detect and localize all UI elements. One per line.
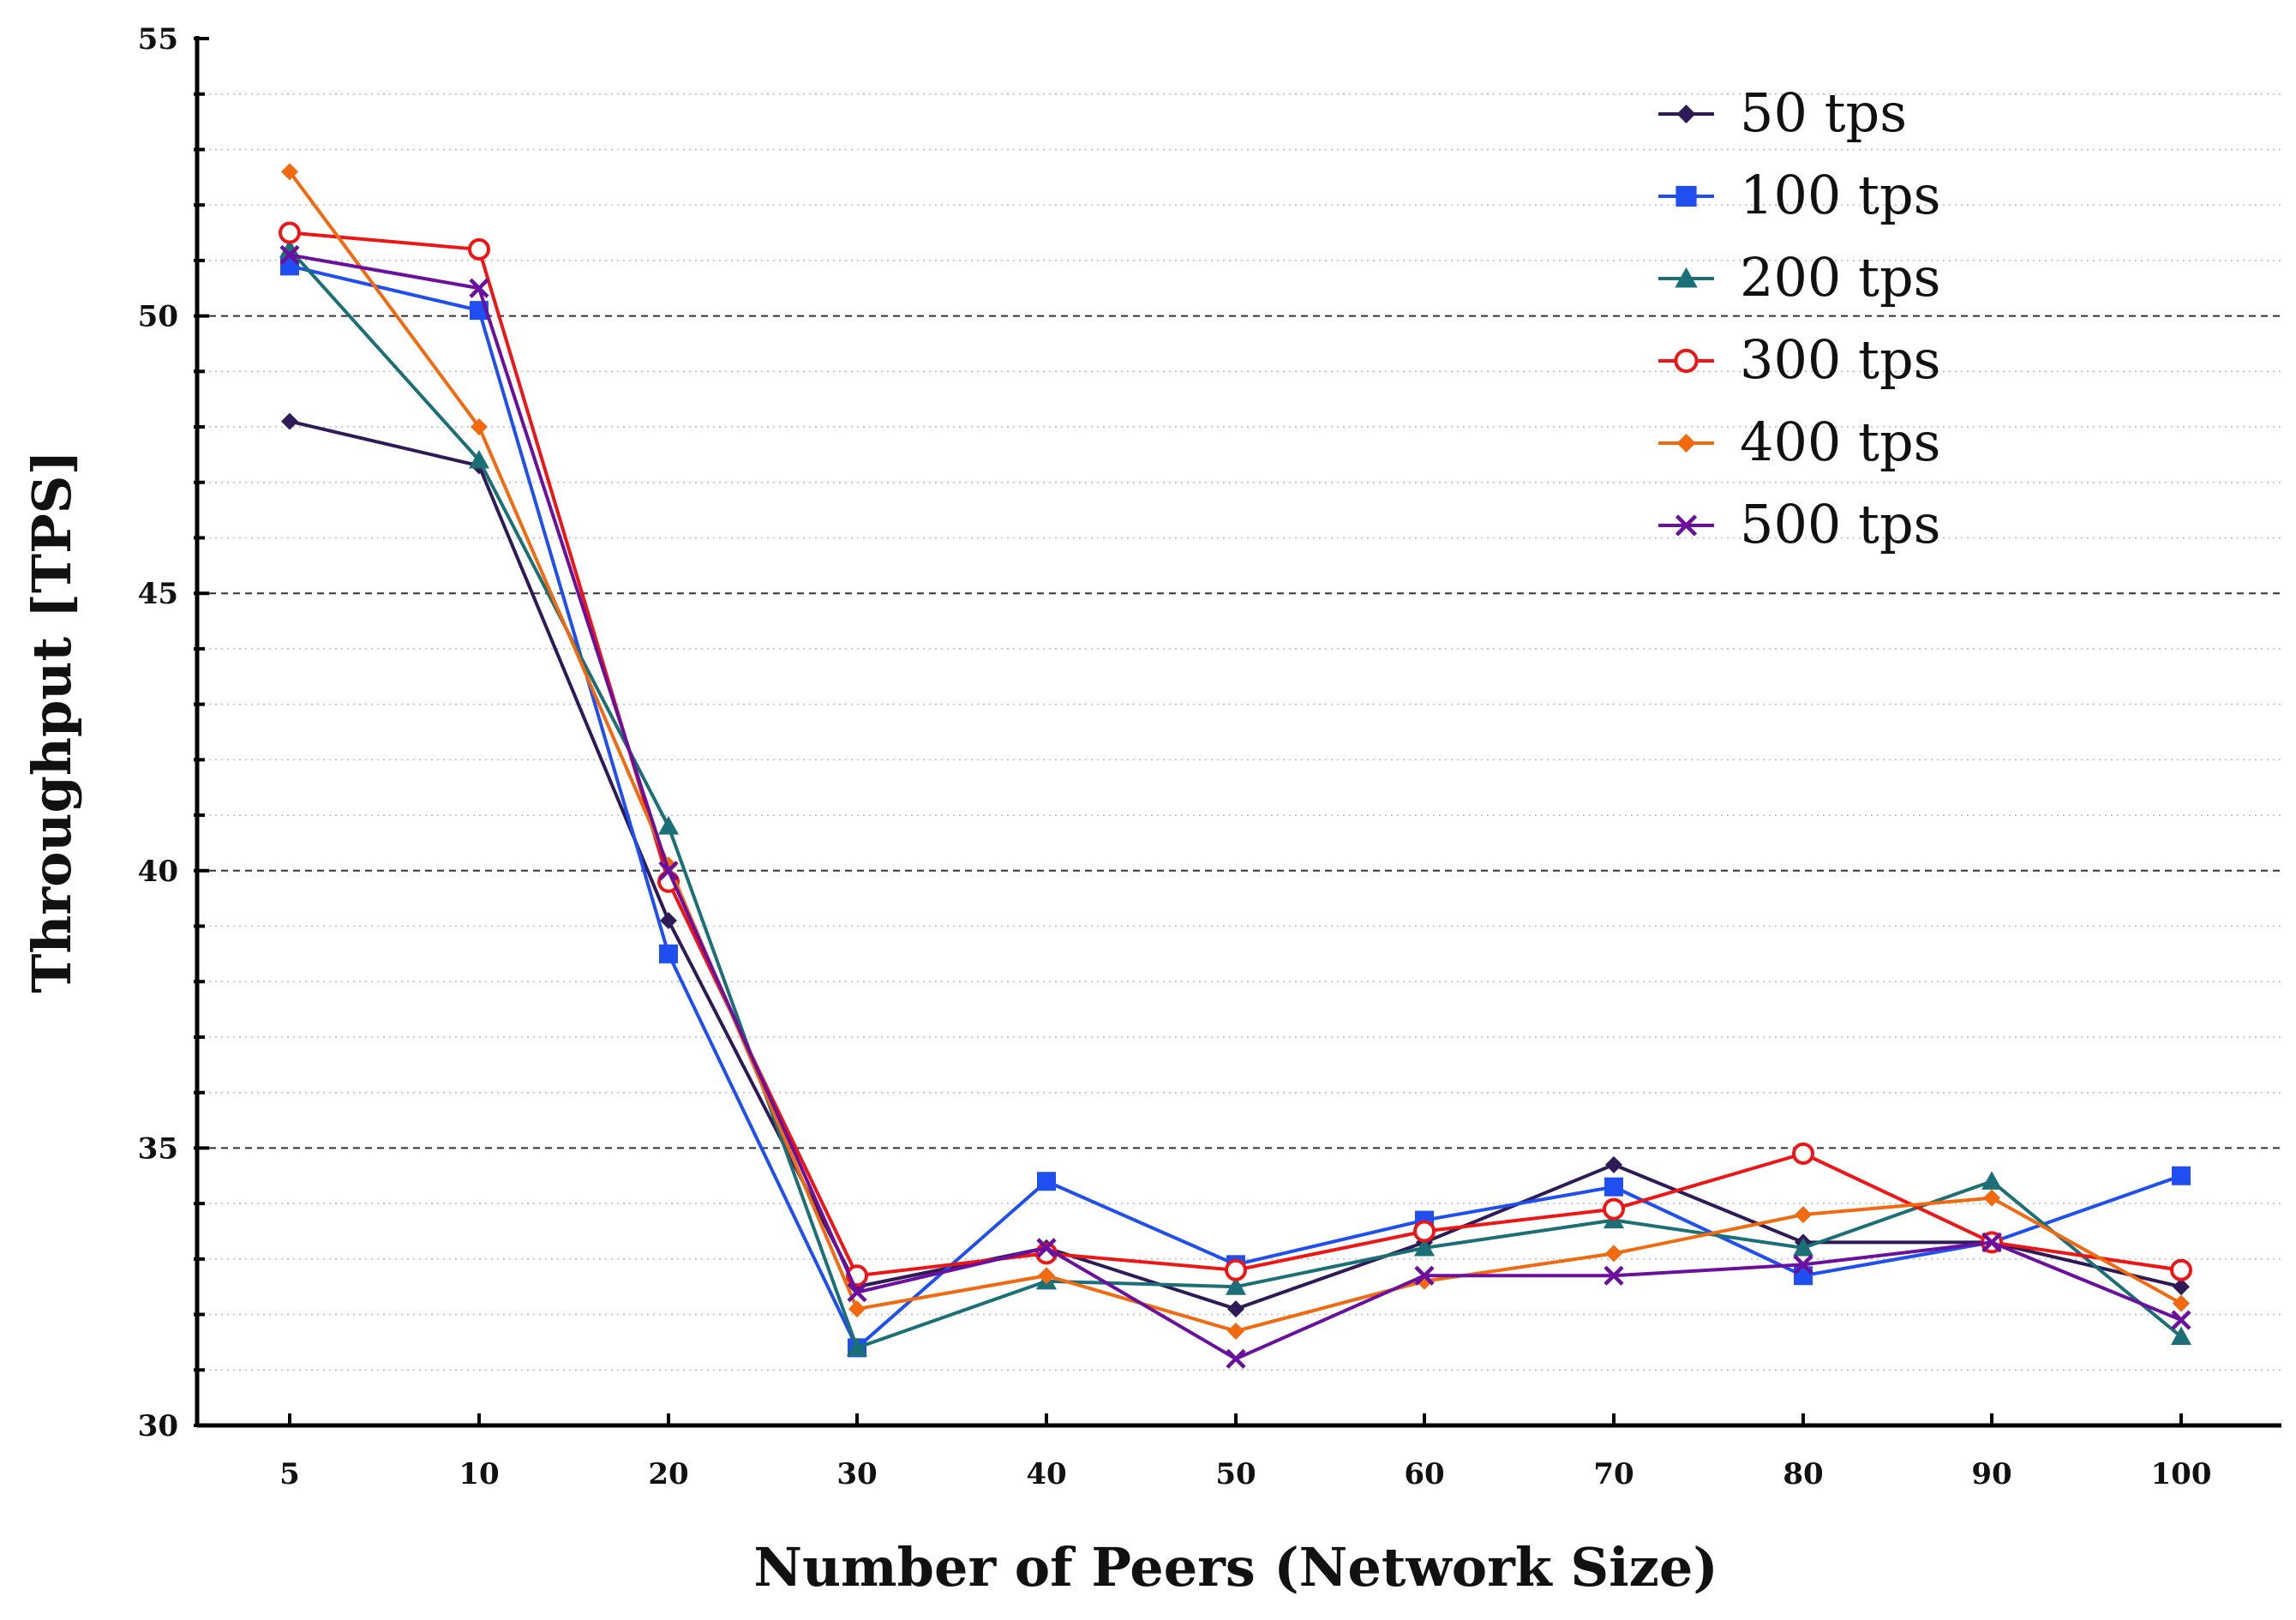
legend-marker [1675,267,1698,288]
legend-label: 50 tps [1740,81,1907,144]
data-point [1227,1300,1244,1318]
legend-label: 100 tps [1740,164,1940,226]
legend-marker [1676,185,1697,207]
data-point [1792,1142,1814,1165]
data-point [279,238,300,258]
y-tick-label: 50 [138,300,178,334]
x-axis-title: Number of Peers (Network Size) [753,1536,1718,1599]
data-point [847,1337,867,1356]
data-point [281,412,298,430]
data-point [1036,1238,1057,1258]
legend-marker [1676,105,1696,123]
x-tick-label: 30 [836,1457,877,1491]
data-point [279,244,300,265]
series-500-tps [279,244,2191,1369]
legend-label: 200 tps [1740,246,1940,309]
data-point [2171,1310,2191,1330]
data-point [1038,1267,1055,1285]
y-axis-title: Throughput [TPS] [21,450,83,993]
x-tick-label: 100 [2151,1457,2212,1491]
y-tick-label: 40 [138,855,178,889]
data-point [1604,1265,1624,1286]
data-point [658,816,679,835]
legend-label: 300 tps [1740,328,1940,391]
data-point [471,418,488,436]
x-tick-label: 10 [459,1457,499,1491]
x-tick-label: 60 [1404,1457,1444,1491]
series-layer [279,163,2192,1369]
legend-item: 400 tps [1658,411,1940,473]
data-point [469,449,489,469]
legend-item: 200 tps [1658,246,1940,309]
data-point [659,944,678,963]
legend-item: 100 tps [1658,164,1940,226]
x-tick-label: 70 [1593,1457,1634,1491]
data-point [2173,1278,2190,1296]
data-point [1981,1232,2002,1253]
data-point [1793,1237,1813,1257]
legend-label: 500 tps [1740,493,1940,555]
series-200-tps [279,238,2191,1356]
y-tick-label: 45 [138,577,178,611]
data-point [1413,1220,1436,1243]
y-tick-label: 35 [138,1131,178,1166]
legend-marker [1674,348,1699,374]
data-point [1227,1322,1244,1340]
legend-label: 400 tps [1740,411,1940,473]
data-point [469,278,489,298]
data-point [281,163,298,181]
series-400-tps [281,163,2190,1340]
data-point [1605,1245,1622,1263]
grid-layer [197,93,2281,1371]
data-point [1983,1189,2000,1207]
data-point [847,1282,867,1303]
data-point [1603,1197,1625,1221]
x-tick-label: 40 [1026,1457,1066,1491]
x-tick-label: 50 [1215,1457,1256,1491]
data-point [848,1300,866,1318]
legend-item: 300 tps [1658,328,1940,391]
legend: 50 tps 100 tps 200 tps 300 tps 400 tps 500 tp… [1658,81,1940,555]
data-point [1225,1258,1247,1281]
data-point [1226,1276,1246,1295]
data-point [2170,1258,2192,1281]
legend-marker [1676,434,1696,453]
data-point [660,912,677,930]
data-point [658,861,679,881]
data-point [279,221,301,244]
data-point [1795,1206,1812,1224]
x-tick-label: 90 [1971,1457,2011,1491]
x-tick-label: 20 [648,1457,688,1491]
y-tick-label: 55 [138,22,178,57]
data-point [1981,1171,2002,1190]
y-tick-label: 30 [138,1409,178,1443]
data-point [2171,1326,2191,1346]
data-point [1605,1155,1622,1173]
data-point [468,237,490,261]
data-point [2173,1294,2190,1312]
legend-item: 500 tps [1658,493,1940,555]
legend-item: 50 tps [1658,81,1907,144]
data-point [1604,1177,1623,1197]
data-point [1414,1237,1435,1257]
data-point [1226,1348,1246,1369]
data-point [2172,1166,2191,1185]
data-point [1037,1172,1056,1191]
x-tick-label: 80 [1783,1457,1823,1491]
x-tick-label: 5 [279,1457,300,1491]
legend-marker [1675,514,1698,537]
data-point [1793,1254,1813,1275]
data-point [1414,1265,1435,1286]
